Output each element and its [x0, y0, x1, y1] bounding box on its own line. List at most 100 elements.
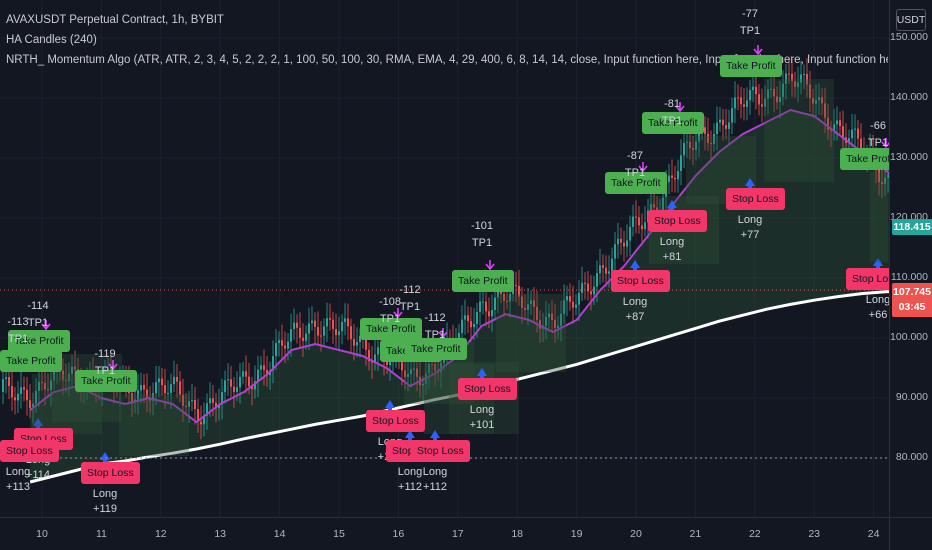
candle-body — [803, 74, 805, 76]
candle-body — [560, 313, 562, 326]
long-label: Long — [92, 488, 118, 500]
candle-body — [44, 382, 46, 390]
price-scale[interactable]: USDT 150.000 140.000 130.000 120.000 110.000… — [889, 0, 932, 518]
candle-body — [428, 363, 430, 374]
tp1-label: TP1 — [424, 329, 446, 341]
mark-price-value: 107.745 — [893, 286, 931, 298]
candle-body — [776, 96, 778, 103]
candle-body — [881, 182, 883, 184]
candle-body — [593, 286, 595, 295]
candle-body — [830, 129, 832, 132]
candle-body — [740, 97, 742, 105]
candle-body — [65, 380, 67, 382]
candle-body — [209, 398, 211, 404]
time-tick-label: 23 — [808, 528, 821, 540]
candle-body — [374, 354, 376, 363]
candle-body — [239, 376, 241, 388]
candle-body — [614, 244, 616, 259]
candle-body — [161, 378, 163, 386]
candle-body — [689, 141, 691, 148]
candle-body — [668, 175, 670, 183]
stop-loss-label: Stop Loss — [726, 188, 785, 210]
symbol-title[interactable]: AVAXUSDT Perpetual Contract, 1h, BYBIT — [6, 14, 224, 26]
candle-body — [338, 331, 340, 336]
price-tick-label: 130.000 — [890, 151, 928, 163]
take-profit-label: Take Profit — [452, 270, 514, 292]
long-number-label: +112 — [423, 481, 447, 493]
algo-indicator-title[interactable]: NRTH_ Momentum Algo (ATR, ATR, 2, 3, 4, … — [6, 54, 888, 66]
tp-marker-icon — [438, 328, 448, 339]
candle-body — [200, 421, 202, 425]
candle-body — [221, 392, 223, 405]
candle-body — [191, 399, 193, 402]
candle-body — [14, 397, 16, 401]
candle-body — [203, 415, 205, 425]
stop-loss-label: Stop Loss — [458, 378, 517, 400]
long-number-label: +81 — [662, 251, 682, 263]
candle-body — [317, 326, 319, 336]
candle-body — [167, 392, 169, 394]
candle-body — [710, 143, 712, 145]
take-profit-label: Take Profit — [720, 55, 782, 77]
candle-body — [878, 169, 880, 183]
candles-indicator-title[interactable]: HA Candles (240) — [6, 34, 97, 46]
candle-body — [308, 323, 310, 334]
candle-body — [467, 315, 469, 322]
candle-body — [50, 380, 52, 391]
candle-body — [170, 384, 172, 393]
time-tick-label: 16 — [392, 528, 405, 540]
candle-body — [551, 313, 553, 320]
candle-body — [350, 326, 352, 340]
tp-number-label: -101 — [470, 220, 494, 232]
candle-body — [563, 300, 565, 314]
long-label: Long — [865, 294, 891, 306]
trend-fill-region — [30, 110, 910, 482]
candle-body — [311, 320, 313, 324]
candle-body — [758, 94, 760, 105]
candle-body — [326, 318, 328, 327]
candle-body — [287, 341, 289, 349]
time-tick-label: 19 — [570, 528, 583, 540]
candle-body — [17, 393, 19, 401]
tp-number-label: -77 — [742, 8, 758, 20]
stop-loss-label: Stop Loss — [411, 440, 470, 462]
long-label: Long — [397, 466, 423, 478]
candle-body — [212, 398, 214, 403]
tp1-label: TP1 — [94, 365, 116, 377]
time-scale[interactable]: 10 11 12 13 14 15 16 17 18 19 20 21 22 23 24 — [0, 517, 890, 550]
stop-loss-label: Stop Loss — [611, 270, 670, 292]
long-label: Long — [422, 466, 448, 478]
candle-body — [263, 365, 265, 371]
candle-body — [68, 373, 70, 382]
tp-marker-icon — [638, 162, 648, 173]
candle-body — [506, 300, 508, 302]
tp-number-label: -112 — [424, 312, 446, 324]
candle-body — [266, 370, 268, 376]
candle-body — [725, 125, 727, 129]
candle-body — [731, 108, 733, 123]
long-number-label: +101 — [469, 419, 495, 431]
candle-body — [716, 122, 718, 135]
candle-body — [275, 343, 277, 357]
candle-body — [644, 222, 646, 230]
mark-price-badge: 107.745 03:45 — [892, 283, 932, 317]
candle-body — [590, 291, 592, 295]
candle-body — [695, 141, 697, 150]
candle-body — [557, 325, 559, 328]
currency-button[interactable]: USDT — [896, 9, 926, 31]
candle-body — [233, 386, 235, 392]
time-tick-label: 20 — [630, 528, 642, 540]
candle-body — [500, 290, 502, 294]
tp1-label: TP1 — [739, 25, 761, 37]
candle-body — [188, 401, 190, 407]
tp1-label: TP1 — [399, 301, 421, 313]
candle-body — [422, 383, 424, 386]
candle-body — [41, 381, 43, 383]
stop-loss-label: Stop Loss — [366, 410, 425, 432]
candle-body — [152, 393, 154, 401]
long-label: Long — [659, 236, 685, 248]
candle-body — [488, 311, 490, 317]
candle-body — [788, 73, 790, 75]
